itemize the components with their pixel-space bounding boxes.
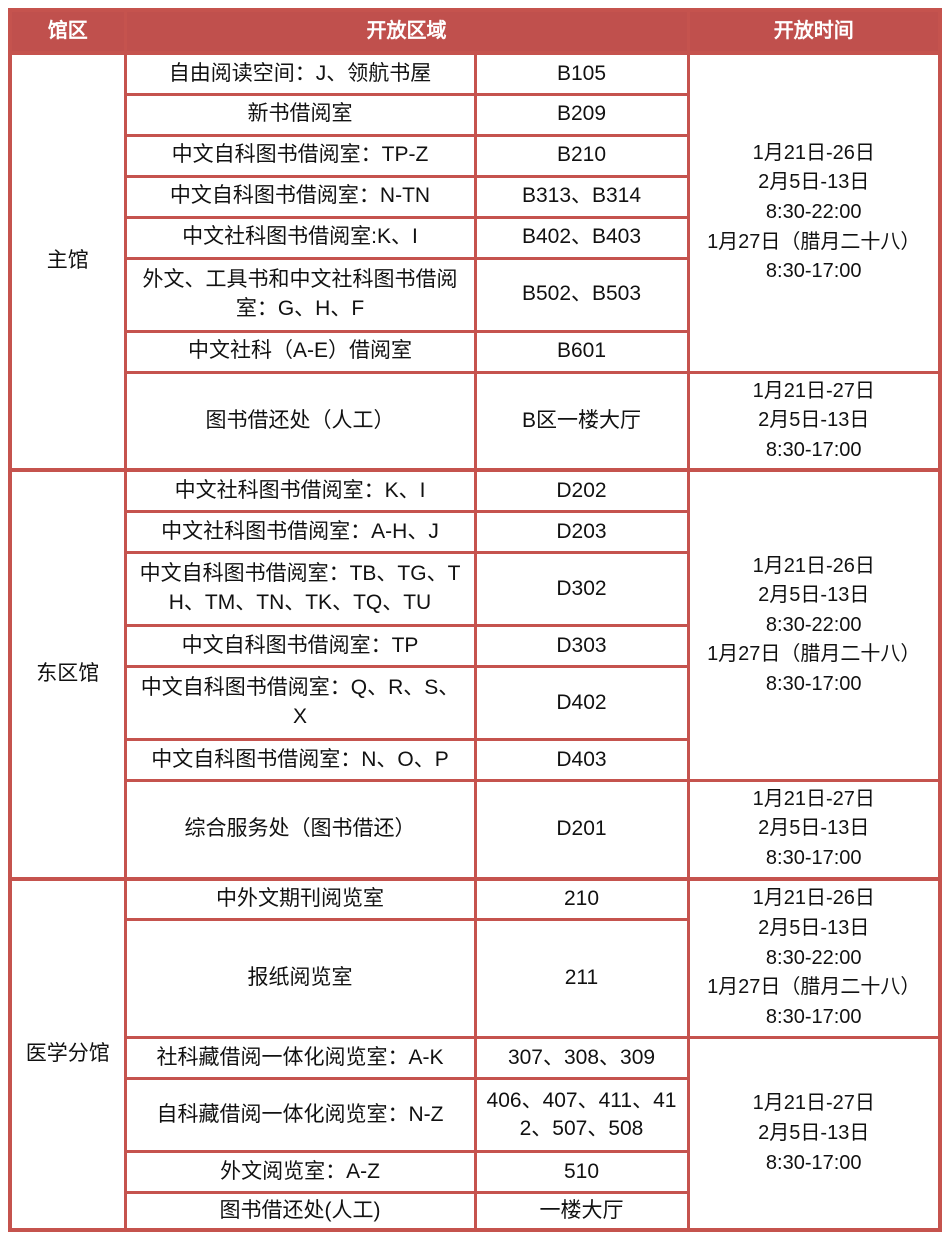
table-row: 外文、工具书和中文社科图书借阅室：G、H、F B502、B503 — [10, 256, 940, 333]
room-cell: D302 — [473, 550, 690, 627]
area-cell: 综合服务处（图书借还） — [123, 778, 477, 881]
area-cell: 外文阅览室：A-Z — [123, 1150, 477, 1195]
header-area: 开放区域 — [123, 8, 690, 55]
table-row: 综合服务处（图书借还） D201 1月21日-27日 2月5日-13日 8:30… — [10, 778, 942, 881]
table-row: 中文自科图书借阅室：N、O、P D403 — [10, 737, 940, 782]
header-time: 开放时间 — [686, 8, 942, 55]
area-cell: 中文自科图书借阅室：Q、R、S、X — [123, 664, 477, 741]
area-cell: 中文自科图书借阅室：TP — [123, 623, 477, 668]
area-cell: 中文社科图书借阅室：K、I — [123, 468, 477, 513]
room-cell: B区一楼大厅 — [473, 370, 690, 472]
table-row: 社科藏借阅一体化阅览室：A-K 307、308、309 1月21日-27日 2月… — [10, 1036, 942, 1232]
area-cell: 中文社科图书借阅室：A-H、J — [123, 509, 477, 554]
room-cell: 307、308、309 — [473, 1036, 690, 1081]
room-cell: B105 — [473, 51, 690, 96]
hall-cell-east: 东区馆 — [8, 468, 127, 881]
table-row: 自科藏借阅一体化阅览室：N-Z 406、407、411、412、507、508 — [10, 1077, 940, 1154]
table-row: 中文社科（A-E）借阅室 B601 — [10, 329, 940, 374]
hall-cell-main: 主馆 — [8, 50, 127, 472]
area-cell: 报纸阅览室 — [123, 918, 477, 1040]
time-cell: 1月21日-27日 2月5日-13日 8:30-17:00 — [686, 370, 942, 472]
area-cell: 中文自科图书借阅室：TP-Z — [123, 133, 477, 178]
room-cell: D203 — [473, 509, 690, 554]
room-cell: D402 — [473, 664, 690, 741]
table-row: 医学分馆 中外文期刊阅览室 210 1月21日-26日 2月5日-13日 8:3… — [8, 876, 942, 1232]
library-opening-schedule-table: 馆区 开放区域 开放时间 主馆 自由阅读空间：J、领航书屋 B105 1月21日… — [8, 8, 942, 1233]
room-cell: 210 — [473, 876, 690, 922]
time-cell: 1月21日-26日 2月5日-13日 8:30-22:00 1月27日（腊月二十… — [686, 51, 942, 374]
room-cell: 510 — [473, 1150, 690, 1195]
table-row: 中文自科图书借阅室：TB、TG、TH、TM、TN、TK、TQ、TU D302 — [10, 550, 940, 627]
table-row: 中文自科图书借阅室：N-TN B313、B314 — [10, 174, 940, 219]
room-cell: B210 — [473, 133, 690, 178]
room-cell: 406、407、411、412、507、508 — [473, 1077, 690, 1154]
area-cell: 社科藏借阅一体化阅览室：A-K — [123, 1036, 477, 1081]
area-cell: 图书借还处(人工) — [123, 1191, 477, 1232]
table-row: 主馆 自由阅读空间：J、领航书屋 B105 1月21日-26日 2月5日-13日… — [8, 50, 942, 472]
area-cell: 新书借阅室 — [123, 92, 477, 137]
room-cell: B313、B314 — [473, 174, 690, 219]
room-cell: B402、B403 — [473, 215, 690, 260]
time-cell: 1月21日-27日 2月5日-13日 8:30-17:00 — [686, 778, 942, 881]
room-cell: B209 — [473, 92, 690, 137]
area-cell: 中文自科图书借阅室：N、O、P — [123, 737, 477, 782]
room-cell: D201 — [473, 778, 690, 881]
room-cell: 211 — [473, 918, 690, 1040]
header-hall: 馆区 — [8, 8, 127, 55]
table-row: 报纸阅览室 211 — [10, 918, 940, 1040]
room-cell: B601 — [473, 329, 690, 374]
table-row: 中文社科图书借阅室：A-H、J D203 — [10, 509, 940, 554]
area-cell: 自由阅读空间：J、领航书屋 — [123, 51, 477, 96]
room-cell: 一楼大厅 — [473, 1191, 690, 1232]
table-row: 新书借阅室 B209 — [10, 92, 940, 137]
table-row: 图书借还处(人工) 一楼大厅 — [10, 1191, 940, 1232]
time-cell: 1月21日-26日 2月5日-13日 8:30-22:00 1月27日（腊月二十… — [686, 468, 942, 782]
table-row: 东区馆 中文社科图书借阅室：K、I D202 1月21日-26日 2月5日-13… — [8, 468, 942, 881]
table-row: 中文自科图书借阅室：Q、R、S、X D402 — [10, 664, 940, 741]
table-row: 图书借还处（人工） B区一楼大厅 1月21日-27日 2月5日-13日 8:30… — [10, 370, 942, 472]
header-row: 馆区 开放区域 开放时间 — [8, 8, 942, 55]
area-cell: 中文自科图书借阅室：TB、TG、TH、TM、TN、TK、TQ、TU — [123, 550, 477, 627]
room-cell: D303 — [473, 623, 690, 668]
hall-cell-medical: 医学分馆 — [8, 876, 127, 1232]
area-cell: 中文社科图书借阅室:K、I — [123, 215, 477, 260]
area-cell: 外文、工具书和中文社科图书借阅室：G、H、F — [123, 256, 477, 333]
table-row: 中文自科图书借阅室：TP D303 — [10, 623, 940, 668]
room-cell: B502、B503 — [473, 256, 690, 333]
area-cell: 图书借还处（人工） — [123, 370, 477, 472]
table-row: 中文社科图书借阅室:K、I B402、B403 — [10, 215, 940, 260]
room-cell: D202 — [473, 468, 690, 513]
table-row: 外文阅览室：A-Z 510 — [10, 1150, 940, 1195]
area-cell: 中外文期刊阅览室 — [123, 876, 477, 922]
time-cell: 1月21日-27日 2月5日-13日 8:30-17:00 — [686, 1036, 942, 1232]
area-cell: 中文自科图书借阅室：N-TN — [123, 174, 477, 219]
area-cell: 自科藏借阅一体化阅览室：N-Z — [123, 1077, 477, 1154]
table-row: 中文自科图书借阅室：TP-Z B210 — [10, 133, 940, 178]
room-cell: D403 — [473, 737, 690, 782]
time-cell: 1月21日-26日 2月5日-13日 8:30-22:00 1月27日（腊月二十… — [686, 876, 942, 1040]
area-cell: 中文社科（A-E）借阅室 — [123, 329, 477, 374]
